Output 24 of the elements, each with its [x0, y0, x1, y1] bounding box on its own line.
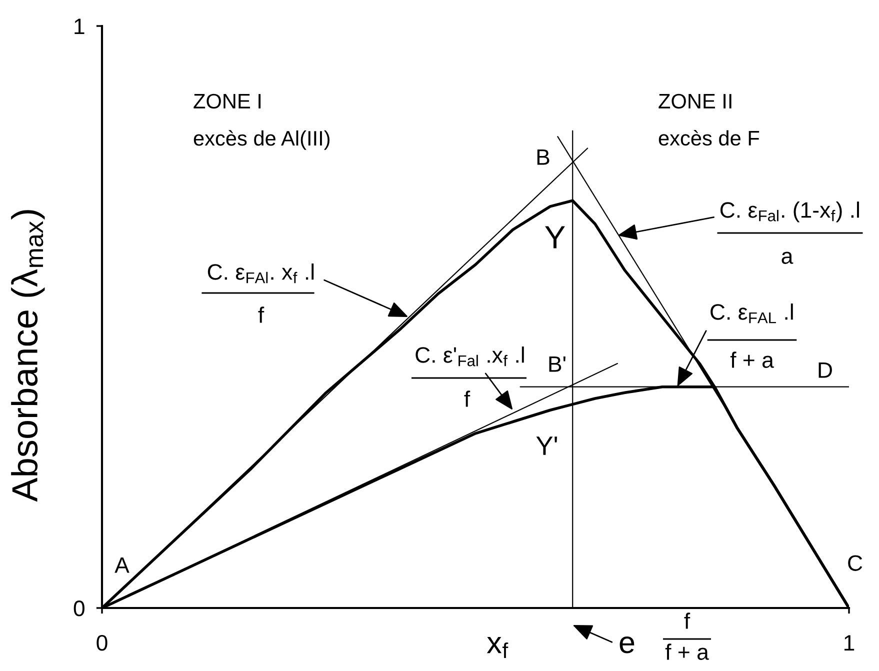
annotation: a: [782, 252, 794, 264]
annotation: B': [549, 356, 566, 372]
annotation: excès de Al(III): [194, 130, 330, 150]
annotation: Y: [545, 226, 565, 248]
y-axis-title: Absorbance (λ$_{max}$): [11, 210, 45, 502]
annotation: C. ε$_{Fal}$. (1-x$_{f}$) .l: [720, 202, 859, 222]
annotation: f: [258, 306, 264, 323]
annotation: A: [114, 557, 130, 573]
annotation: B: [537, 149, 550, 165]
annotation: f + a: [730, 352, 774, 368]
annotation: C. ε$_{FAL}$ .l: [710, 304, 793, 324]
annotation: ZONE I: [194, 94, 261, 109]
text: f + a: [665, 644, 709, 660]
annotation: e: [620, 636, 634, 654]
annotation: C: [848, 555, 862, 571]
text: f: [684, 612, 690, 629]
annotation: Y': [536, 436, 557, 455]
annotation: excès de F: [658, 130, 760, 146]
x-axis-title: x$_{f}$: [486, 636, 508, 658]
annotation: C. ε'$_{Fal}$ .x$_{f}$ .l: [416, 346, 524, 366]
annotation: ZONE II: [658, 94, 732, 109]
annotation: D: [818, 362, 832, 378]
annotation: C. ε$_{FAl}$. x$_{f}$ .l: [208, 264, 314, 284]
annotation: f: [464, 390, 470, 407]
